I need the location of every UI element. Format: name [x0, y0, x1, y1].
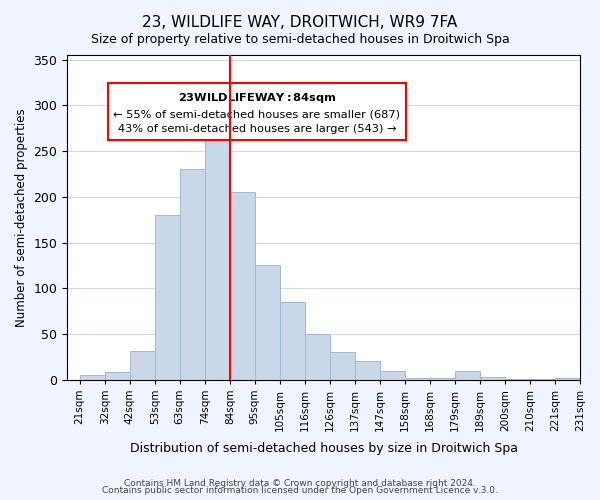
- Bar: [530, 379, 555, 380]
- Bar: [205, 133, 230, 380]
- Bar: [380, 370, 405, 380]
- Bar: [480, 377, 505, 380]
- Bar: [355, 362, 380, 380]
- Bar: [255, 266, 280, 380]
- Y-axis label: Number of semi-detached properties: Number of semi-detached properties: [15, 108, 28, 326]
- Bar: [430, 378, 455, 380]
- Bar: [505, 379, 530, 380]
- Bar: [80, 375, 104, 380]
- Text: $\mathbf{23 WILDLIFE WAY: 84sqm}$
← 55% of semi-detached houses are smaller (687: $\mathbf{23 WILDLIFE WAY: 84sqm}$ ← 55% …: [113, 90, 400, 134]
- Bar: [455, 370, 480, 380]
- Text: Contains HM Land Registry data © Crown copyright and database right 2024.: Contains HM Land Registry data © Crown c…: [124, 478, 476, 488]
- Text: Contains public sector information licensed under the Open Government Licence v.: Contains public sector information licen…: [102, 486, 498, 495]
- Bar: [130, 352, 155, 380]
- Bar: [555, 378, 580, 380]
- Text: 23, WILDLIFE WAY, DROITWICH, WR9 7FA: 23, WILDLIFE WAY, DROITWICH, WR9 7FA: [142, 15, 458, 30]
- X-axis label: Distribution of semi-detached houses by size in Droitwich Spa: Distribution of semi-detached houses by …: [130, 442, 518, 455]
- Bar: [180, 170, 205, 380]
- Bar: [405, 378, 430, 380]
- Text: Size of property relative to semi-detached houses in Droitwich Spa: Size of property relative to semi-detach…: [91, 32, 509, 46]
- Bar: [280, 302, 305, 380]
- Bar: [305, 334, 330, 380]
- Bar: [330, 352, 355, 380]
- Bar: [104, 372, 130, 380]
- Bar: [230, 192, 255, 380]
- Bar: [155, 215, 180, 380]
